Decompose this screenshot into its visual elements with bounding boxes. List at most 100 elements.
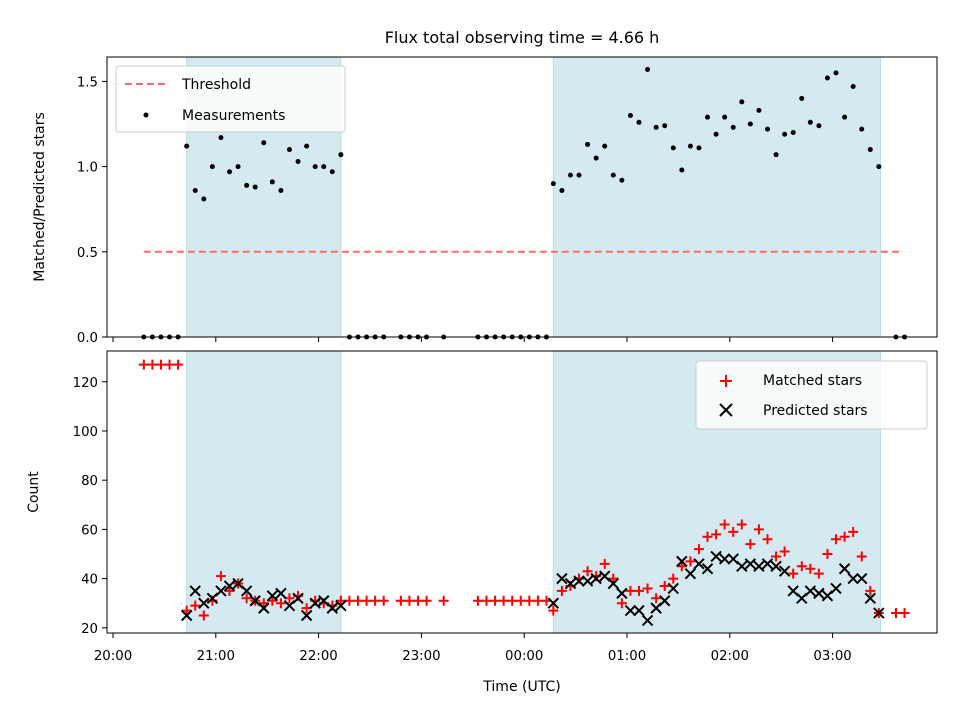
matched-star-marker xyxy=(822,549,833,559)
matched-star-marker xyxy=(284,593,295,604)
matched-star-marker xyxy=(711,529,722,540)
measurement-point xyxy=(329,169,335,175)
y-tick-label: 1.0 xyxy=(77,161,98,176)
matched-star-marker xyxy=(215,571,226,582)
measurement-point xyxy=(679,167,685,173)
matched-star-marker xyxy=(507,595,518,606)
measurement-point xyxy=(218,135,224,141)
matched-star-marker xyxy=(839,531,850,542)
measurement-point xyxy=(816,123,822,129)
measurement-point xyxy=(286,147,292,153)
matched-star-marker xyxy=(890,608,901,619)
x-axis-label: Time (UTC) xyxy=(482,679,560,695)
legend-matched-label: Matched stars xyxy=(763,373,862,389)
x-tick-label: 02:00 xyxy=(711,649,749,664)
matched-star-marker xyxy=(344,595,355,606)
observing-interval xyxy=(186,350,342,634)
measurement-point xyxy=(807,119,813,125)
matched-star-marker xyxy=(181,605,192,616)
predicted-star-marker xyxy=(258,602,270,614)
matched-star-marker xyxy=(353,595,364,606)
matched-star-marker xyxy=(616,598,627,609)
measurement-point xyxy=(627,112,633,118)
measurement-point xyxy=(227,169,233,175)
matched-star-marker xyxy=(831,534,842,545)
matched-star-marker xyxy=(438,595,449,606)
y-tick-label: 100 xyxy=(73,425,98,440)
measurement-point xyxy=(662,123,668,129)
measurement-point xyxy=(576,172,582,178)
measurement-point xyxy=(602,143,608,149)
predicted-star-marker xyxy=(804,585,817,597)
matched-star-marker xyxy=(608,573,619,584)
chart-title: Flux total observing time = 4.66 h xyxy=(385,28,660,47)
measurement-point xyxy=(859,126,865,132)
predicted-star-marker xyxy=(736,560,748,573)
measurement-point xyxy=(645,66,651,72)
matched-star-marker xyxy=(788,568,799,579)
predicted-star-marker xyxy=(300,609,313,622)
matched-star-marker xyxy=(421,595,432,606)
measurement-point xyxy=(867,147,873,153)
matched-star-marker xyxy=(625,585,636,596)
top-y-ticks: 0.0 0.5 1.0 1.5 xyxy=(77,75,107,346)
matched-star-marker xyxy=(702,531,713,542)
x-tick-label: 22:00 xyxy=(299,649,337,664)
predicted-star-marker xyxy=(573,575,585,587)
predicted-star-marker xyxy=(838,563,851,575)
predicted-star-marker xyxy=(693,558,705,570)
predicted-star-marker xyxy=(856,572,868,585)
matched-star-marker xyxy=(404,595,415,606)
predicted-star-marker xyxy=(847,572,859,585)
top-x-ticks xyxy=(112,337,834,342)
measurement-point xyxy=(312,164,318,170)
matched-star-marker xyxy=(472,595,483,606)
top-legend: Threshold Measurements xyxy=(115,65,346,133)
predicted-star-marker xyxy=(335,599,347,612)
x-tick-label: 00:00 xyxy=(505,649,543,664)
measurements-series xyxy=(141,66,908,340)
matched-star-marker xyxy=(164,359,175,370)
matched-star-marker xyxy=(515,595,526,606)
matched-star-marker xyxy=(556,585,567,596)
matched-star-marker xyxy=(190,600,201,611)
predicted-star-marker xyxy=(590,572,602,585)
bottom-y-ticks: 20 40 60 80 100 120 xyxy=(73,376,107,637)
matched-star-marker xyxy=(753,524,764,535)
predicted-star-marker xyxy=(658,595,671,607)
matched-star-marker xyxy=(548,605,559,616)
measurement-point xyxy=(756,107,762,113)
measurement-point xyxy=(782,131,788,137)
predicted-star-marker xyxy=(616,587,628,600)
measurement-point xyxy=(833,70,839,76)
predicted-star-marker xyxy=(778,565,791,577)
matched-star-marker xyxy=(224,585,235,596)
x-tick-label: 20:00 xyxy=(94,649,132,664)
top-plot-frame xyxy=(106,56,938,338)
matched-star-marker xyxy=(267,595,278,606)
predicted-star-marker xyxy=(266,590,279,602)
x-tick-label: 21:00 xyxy=(197,649,235,664)
matched-stars-series xyxy=(138,359,910,621)
x-tick-label: 03:00 xyxy=(813,649,851,664)
measurement-point xyxy=(842,114,848,120)
predicted-star-marker xyxy=(223,580,236,592)
matched-star-marker xyxy=(762,534,773,545)
y-tick-label: 1.5 xyxy=(77,75,98,90)
predicted-star-marker xyxy=(761,558,774,570)
predicted-star-marker xyxy=(198,597,210,609)
matched-star-marker xyxy=(805,563,816,574)
matched-star-marker xyxy=(138,359,149,370)
top-panel: 0.0 0.5 1.0 1.5 Matched/Predicted stars Thr… xyxy=(32,56,938,346)
predicted-star-marker xyxy=(873,607,885,619)
measurement-point xyxy=(850,84,856,90)
measurement-point xyxy=(636,119,642,125)
y-tick-label: 0.0 xyxy=(77,331,98,346)
bottom-plot-frame xyxy=(106,350,938,634)
measurement-point xyxy=(338,152,344,158)
measurement-point xyxy=(619,177,625,183)
matched-star-marker xyxy=(490,595,501,606)
measurement-point xyxy=(244,182,250,188)
measurement-point xyxy=(653,124,659,130)
